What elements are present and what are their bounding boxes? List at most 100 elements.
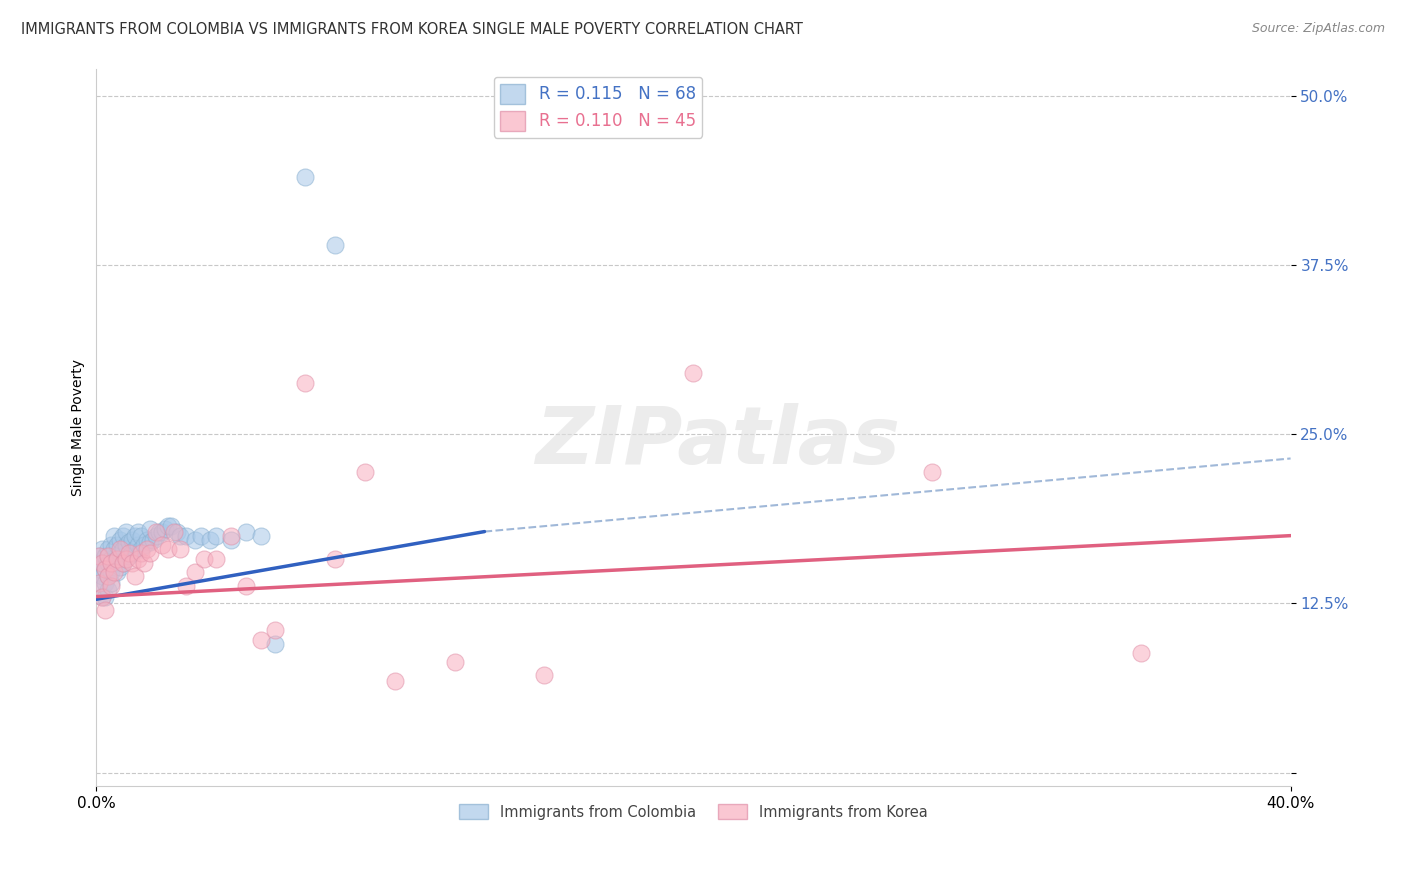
Point [142,533,165,547]
Point [166,524,188,539]
Point [124,528,146,542]
Point [94,590,117,604]
Point [110,559,132,574]
Point [150,538,173,552]
Point [127,524,149,539]
Point [89,576,111,591]
Point [184,565,207,579]
Point [193,551,215,566]
Point [97,582,120,597]
Point [134,538,156,552]
Point [103,556,125,570]
Point [97,542,120,557]
Point [139,546,162,560]
Point [115,551,138,566]
Point [94,603,117,617]
Point [100,551,122,566]
Point [105,565,128,579]
Point [294,169,316,184]
Point [112,542,135,557]
Text: Source: ZipAtlas.com: Source: ZipAtlas.com [1251,22,1385,36]
Point [118,535,141,549]
Point [136,542,159,557]
Point [94,562,117,576]
Point [533,668,555,682]
Point [129,542,152,557]
Point [139,535,162,549]
Point [94,576,117,591]
Point [249,528,271,542]
Point [97,556,120,570]
Point [91,590,114,604]
Point [100,565,122,579]
Point [115,524,138,539]
Point [129,528,152,542]
Point [134,556,156,570]
Point [354,465,377,479]
Point [921,465,943,479]
Point [156,542,179,557]
Point [105,551,128,566]
Point [100,576,122,591]
Point [219,528,242,542]
Point [235,524,257,539]
Point [97,549,120,563]
Point [163,524,186,539]
Point [169,542,191,557]
Point [264,637,287,651]
Point [148,524,170,539]
Point [136,533,159,547]
Point [115,551,138,566]
Point [118,549,141,563]
Point [198,533,221,547]
Point [89,549,111,563]
Point [91,556,114,570]
Point [103,565,125,579]
Point [323,551,346,566]
Point [160,519,183,533]
Point [219,533,242,547]
Point [103,528,125,542]
Point [190,528,212,542]
Point [249,632,271,647]
Point [323,237,346,252]
Point [97,569,120,583]
Point [127,538,149,552]
Point [204,551,226,566]
Point [443,655,465,669]
Text: IMMIGRANTS FROM COLOMBIA VS IMMIGRANTS FROM KOREA SINGLE MALE POVERTY CORRELATIO: IMMIGRANTS FROM COLOMBIA VS IMMIGRANTS F… [21,22,803,37]
Point [100,556,122,570]
Point [94,562,117,576]
Point [174,579,197,593]
Point [145,524,167,539]
Point [153,522,176,536]
Legend: Immigrants from Colombia, Immigrants from Korea: Immigrants from Colombia, Immigrants fro… [453,798,934,825]
Point [91,542,114,557]
Point [110,542,132,557]
Point [121,533,143,547]
Point [105,551,128,566]
Point [139,522,162,536]
Point [89,576,111,591]
Point [110,533,132,547]
Point [174,528,197,542]
Y-axis label: Single Male Poverty: Single Male Poverty [72,359,86,496]
Point [112,556,135,570]
Point [682,366,704,380]
Point [112,556,135,570]
Point [89,549,111,563]
Point [91,590,114,604]
Point [124,542,146,557]
Point [89,562,111,576]
Point [112,528,135,542]
Point [105,538,128,552]
Point [91,569,114,583]
Point [100,538,122,552]
Point [94,549,117,563]
Point [294,376,316,390]
Point [110,546,132,560]
Point [150,524,173,539]
Point [384,673,406,688]
Point [97,569,120,583]
Point [204,528,226,542]
